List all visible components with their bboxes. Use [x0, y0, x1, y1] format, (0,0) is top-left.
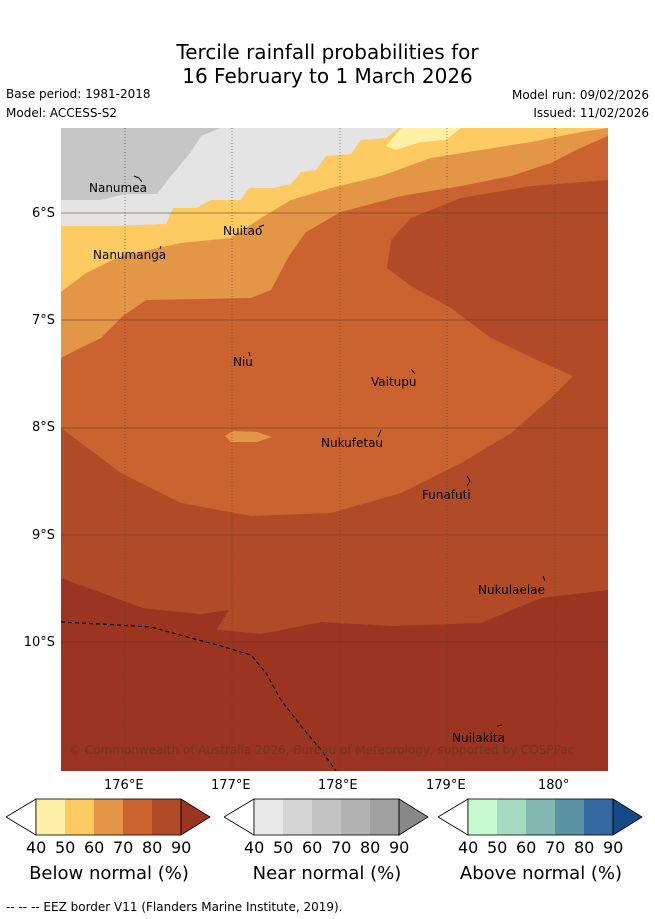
place-nukulaelae: Nukulaelae [478, 583, 545, 597]
lon-tick-176e: 176°E [104, 778, 144, 793]
band-below-90-west [61, 602, 229, 664]
legend-near-swatch-2 [283, 799, 312, 835]
legend-near-bar [224, 798, 429, 836]
legend-below-tick: 50 [55, 838, 76, 857]
legend-above-tick: 80 [574, 838, 595, 857]
legend-below-bar [6, 798, 211, 836]
issued-date: Issued: 11/02/2026 [533, 106, 649, 120]
legend-above-tick: 70 [545, 838, 566, 857]
model-name: Model: ACCESS-S2 [6, 106, 118, 120]
lat-tick-8s: 8°S [31, 420, 55, 435]
place-vaitupu: Vaitupu [371, 375, 417, 389]
legend-near-tick: 70 [331, 838, 352, 857]
legend-above-tick: 50 [487, 838, 508, 857]
map-title: Tercile rainfall probabilities for 16 Fe… [0, 40, 655, 88]
legend-near-tick: 50 [273, 838, 294, 857]
legend-below-tick: 60 [84, 838, 105, 857]
legend-below-swatch-6 [180, 798, 211, 836]
legend-below-swatch-5 [152, 799, 181, 835]
island-marks [133, 175, 546, 727]
legend-near-swatch-6 [398, 798, 429, 836]
lat-tick-6s: 6°S [31, 206, 55, 221]
place-funafuti: Funafuti [422, 488, 471, 502]
rainfall-map: Nanumea Nuitao Nanumanga Niu Vaitupu Nuk… [61, 128, 608, 771]
band-below-60-pocket [225, 431, 272, 442]
legend-near-swatch-3 [312, 799, 341, 835]
legend-near-swatch-4 [341, 799, 370, 835]
legend-near-swatch-1 [254, 799, 283, 835]
legend-above-bar [438, 798, 643, 836]
legend-below-swatch-3 [94, 799, 123, 835]
band-below-40 [386, 128, 461, 150]
eez-footnote: -- -- -- EEZ border V11 (Flanders Marine… [6, 900, 343, 914]
band-near-60 [61, 128, 221, 200]
lat-tick-7s: 7°S [31, 313, 55, 328]
lon-tick-180: 180° [538, 778, 570, 793]
legend-below-swatch-4 [123, 799, 152, 835]
legend-above-title: Above normal (%) [459, 863, 623, 884]
legend-near-title: Near normal (%) [252, 863, 402, 884]
legend-above-tick: 40 [458, 838, 479, 857]
eez-border [61, 621, 337, 771]
legend-near-tick: 60 [302, 838, 323, 857]
legend-above-swatch-3 [526, 799, 555, 835]
lat-tick-9s: 9°S [31, 528, 55, 543]
legend-above-tick: 90 [603, 838, 624, 857]
legend-near-tick: 40 [244, 838, 265, 857]
place-nanumanga: Nanumanga [93, 248, 166, 262]
copyright-notice: © Commonwealth of Australia 2026, Bureau… [69, 743, 574, 757]
legend-below-title: Below normal (%) [29, 863, 189, 884]
lon-tick-177e: 177°E [211, 778, 251, 793]
legend-above-tick: 60 [516, 838, 537, 857]
legend-below-swatch-0 [6, 798, 37, 836]
legend-above-swatch-5 [584, 799, 613, 835]
place-nuilakita: Nuilakita [452, 731, 505, 745]
legend-below-tick: 70 [113, 838, 134, 857]
legend-below-tick: 40 [26, 838, 47, 857]
legend-above-swatch-6 [612, 798, 643, 836]
legend-above-swatch-1 [468, 799, 497, 835]
place-niu: Niu [233, 355, 253, 369]
legend-above-swatch-0 [438, 798, 469, 836]
lon-tick-179e: 179°E [426, 778, 466, 793]
legend-below-tick: 90 [171, 838, 192, 857]
title-line-1: Tercile rainfall probabilities for [176, 40, 479, 64]
legend-below-tick: 80 [142, 838, 163, 857]
place-nanumea: Nanumea [89, 181, 147, 195]
legend-near-swatch-5 [370, 799, 399, 835]
base-period: Base period: 1981-2018 [6, 87, 151, 101]
legend-near-tick: 80 [360, 838, 381, 857]
legend-near-swatch-0 [224, 798, 255, 836]
legend-near-tick: 90 [389, 838, 410, 857]
model-run: Model run: 09/02/2026 [511, 88, 649, 102]
title-line-2: 16 February to 1 March 2026 [182, 64, 473, 88]
legend-above-swatch-4 [555, 799, 584, 835]
lon-tick-178e: 178°E [318, 778, 358, 793]
legend-above-swatch-2 [497, 799, 526, 835]
legend-below-swatch-1 [36, 799, 65, 835]
meridians [124, 128, 556, 771]
place-nukufetau: Nukufetau [321, 436, 383, 450]
place-nuitao: Nuitao [223, 224, 262, 238]
legend-below-swatch-2 [65, 799, 94, 835]
lat-tick-10s: 10°S [23, 635, 55, 650]
graticule [61, 212, 608, 643]
